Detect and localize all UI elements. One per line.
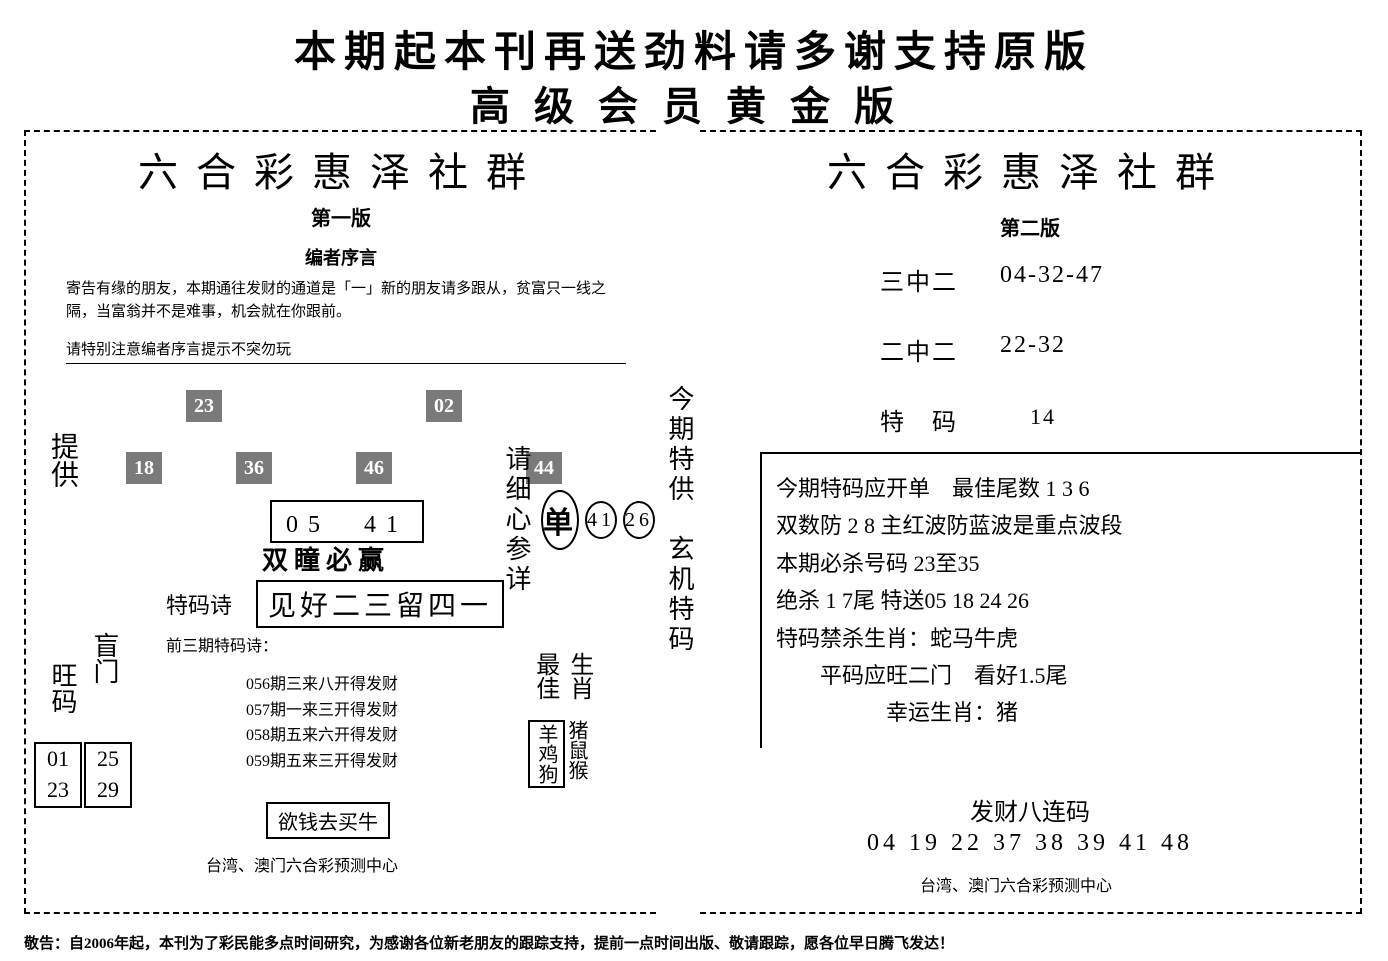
tip-line: 今期特码应开单 最佳尾数 1 3 6 bbox=[776, 470, 1346, 507]
num-23: 23 bbox=[186, 390, 222, 422]
row-2-val: 22-32 bbox=[1000, 332, 1066, 359]
tip-line: 双数防 2 8 主红波防蓝波是重点波段 bbox=[776, 507, 1346, 544]
right-edition: 第二版 bbox=[700, 212, 1360, 241]
bottom-note: 敬告：自2006年起，本刊为了彩民能多点时间研究，为感谢各位新老朋友的跟踪支持，… bbox=[24, 932, 1364, 953]
prev-item: 057期一来三开得发财 bbox=[246, 698, 398, 724]
left-title: 六合彩惠泽社群 bbox=[26, 140, 656, 198]
zodiac-col2-text: 猪鼠猴 bbox=[564, 720, 588, 780]
center-strip: 今期特供 玄机特码 26 41 单 请细心参详 bbox=[658, 140, 698, 900]
tip-line: 本期必杀号码 23至35 bbox=[776, 545, 1346, 582]
circle-word: 单 bbox=[541, 490, 579, 550]
prev-item: 059期五来三开得发财 bbox=[246, 749, 398, 775]
right-panel: 六合彩惠泽社群 第二版 三中二 04-32-47 二中二 22-32 特 码 1… bbox=[700, 130, 1362, 914]
row-1-val: 04-32-47 bbox=[1000, 262, 1104, 289]
poem-label: 特码诗 bbox=[166, 588, 232, 620]
prev-item: 058期五来六开得发财 bbox=[246, 723, 398, 749]
prophecy-note: 请特别注意编者序言提示不突勿玩 bbox=[66, 338, 626, 364]
prev-label: 前三期特码诗： bbox=[166, 632, 278, 656]
zodiac-col1-label: 最佳 bbox=[530, 652, 559, 700]
header-line2: 高级会员黄金版 bbox=[0, 74, 1388, 132]
zodiac-col2-label: 生肖 bbox=[564, 652, 593, 700]
tip-line: 幸运生肖：猪 bbox=[776, 694, 1346, 731]
tip-line: 特码禁杀生肖：蛇马牛虎 bbox=[776, 620, 1346, 657]
wang-label: 旺码 bbox=[44, 662, 81, 714]
tips-box: 今期特码应开单 最佳尾数 1 3 6 双数防 2 8 主红波防蓝波是重点波段 本… bbox=[760, 452, 1360, 748]
mang-nums: 25 29 bbox=[84, 742, 132, 808]
row-1-label: 三中二 bbox=[880, 262, 958, 297]
prev-list: 056期三来八开得发财 057期一来三开得发财 058期五来六开得发财 059期… bbox=[246, 672, 398, 774]
row-3-label: 特 码 bbox=[880, 402, 958, 437]
center-top-text: 今期特供 玄机特码 bbox=[661, 385, 698, 655]
mang-label: 盲门 bbox=[86, 632, 123, 684]
center-bottom-text: 请细心参详 bbox=[498, 445, 535, 595]
circle-num-2: 41 bbox=[585, 501, 617, 539]
motto: 双瞳必赢 bbox=[262, 540, 390, 577]
boxed-numbers: 05 41 bbox=[270, 500, 424, 543]
prev-item: 056期三来八开得发财 bbox=[246, 672, 398, 698]
num-36: 36 bbox=[236, 452, 272, 484]
facai-nums: 04 19 22 37 38 39 41 48 bbox=[700, 830, 1360, 857]
row-3-val: 14 bbox=[1030, 404, 1056, 430]
num-02: 02 bbox=[426, 390, 462, 422]
left-footer: 台湾、澳门六合彩预测中心 bbox=[206, 852, 398, 876]
num-18: 18 bbox=[126, 452, 162, 484]
num-46: 46 bbox=[356, 452, 392, 484]
right-title: 六合彩惠泽社群 bbox=[700, 140, 1360, 198]
left-tigao: 提供 bbox=[42, 432, 82, 488]
prophecy-title: 编者序言 bbox=[26, 244, 656, 270]
right-footer: 台湾、澳门六合彩预测中心 bbox=[920, 872, 1112, 896]
row-2-label: 二中二 bbox=[880, 332, 958, 367]
header-line1: 本期起本刊再送劲料请多谢支持原版 bbox=[0, 18, 1388, 79]
tip-line: 绝杀 1 7尾 特送05 18 24 26 bbox=[776, 582, 1346, 619]
poem-box: 见好二三留四一 bbox=[256, 580, 504, 628]
circle-num-1: 26 bbox=[623, 501, 655, 539]
left-edition: 第一版 bbox=[26, 202, 656, 231]
prophecy-text: 寄告有缘的朋友，本期通往发财的通道是「一」新的朋友请多跟从，贫富只一线之隔，当富… bbox=[66, 278, 626, 323]
zodiac-box1: 羊鸡狗 bbox=[528, 720, 565, 788]
facai-label: 发财八连码 bbox=[700, 792, 1360, 827]
tip-line: 平码应旺二门 看好1.5尾 bbox=[776, 657, 1346, 694]
wang-nums: 01 23 bbox=[34, 742, 82, 808]
page: 本期起本刊再送劲料请多谢支持原版 高级会员黄金版 六合彩惠泽社群 第一版 编者序… bbox=[0, 0, 1388, 961]
hint-box: 欲钱去买牛 bbox=[266, 802, 390, 839]
